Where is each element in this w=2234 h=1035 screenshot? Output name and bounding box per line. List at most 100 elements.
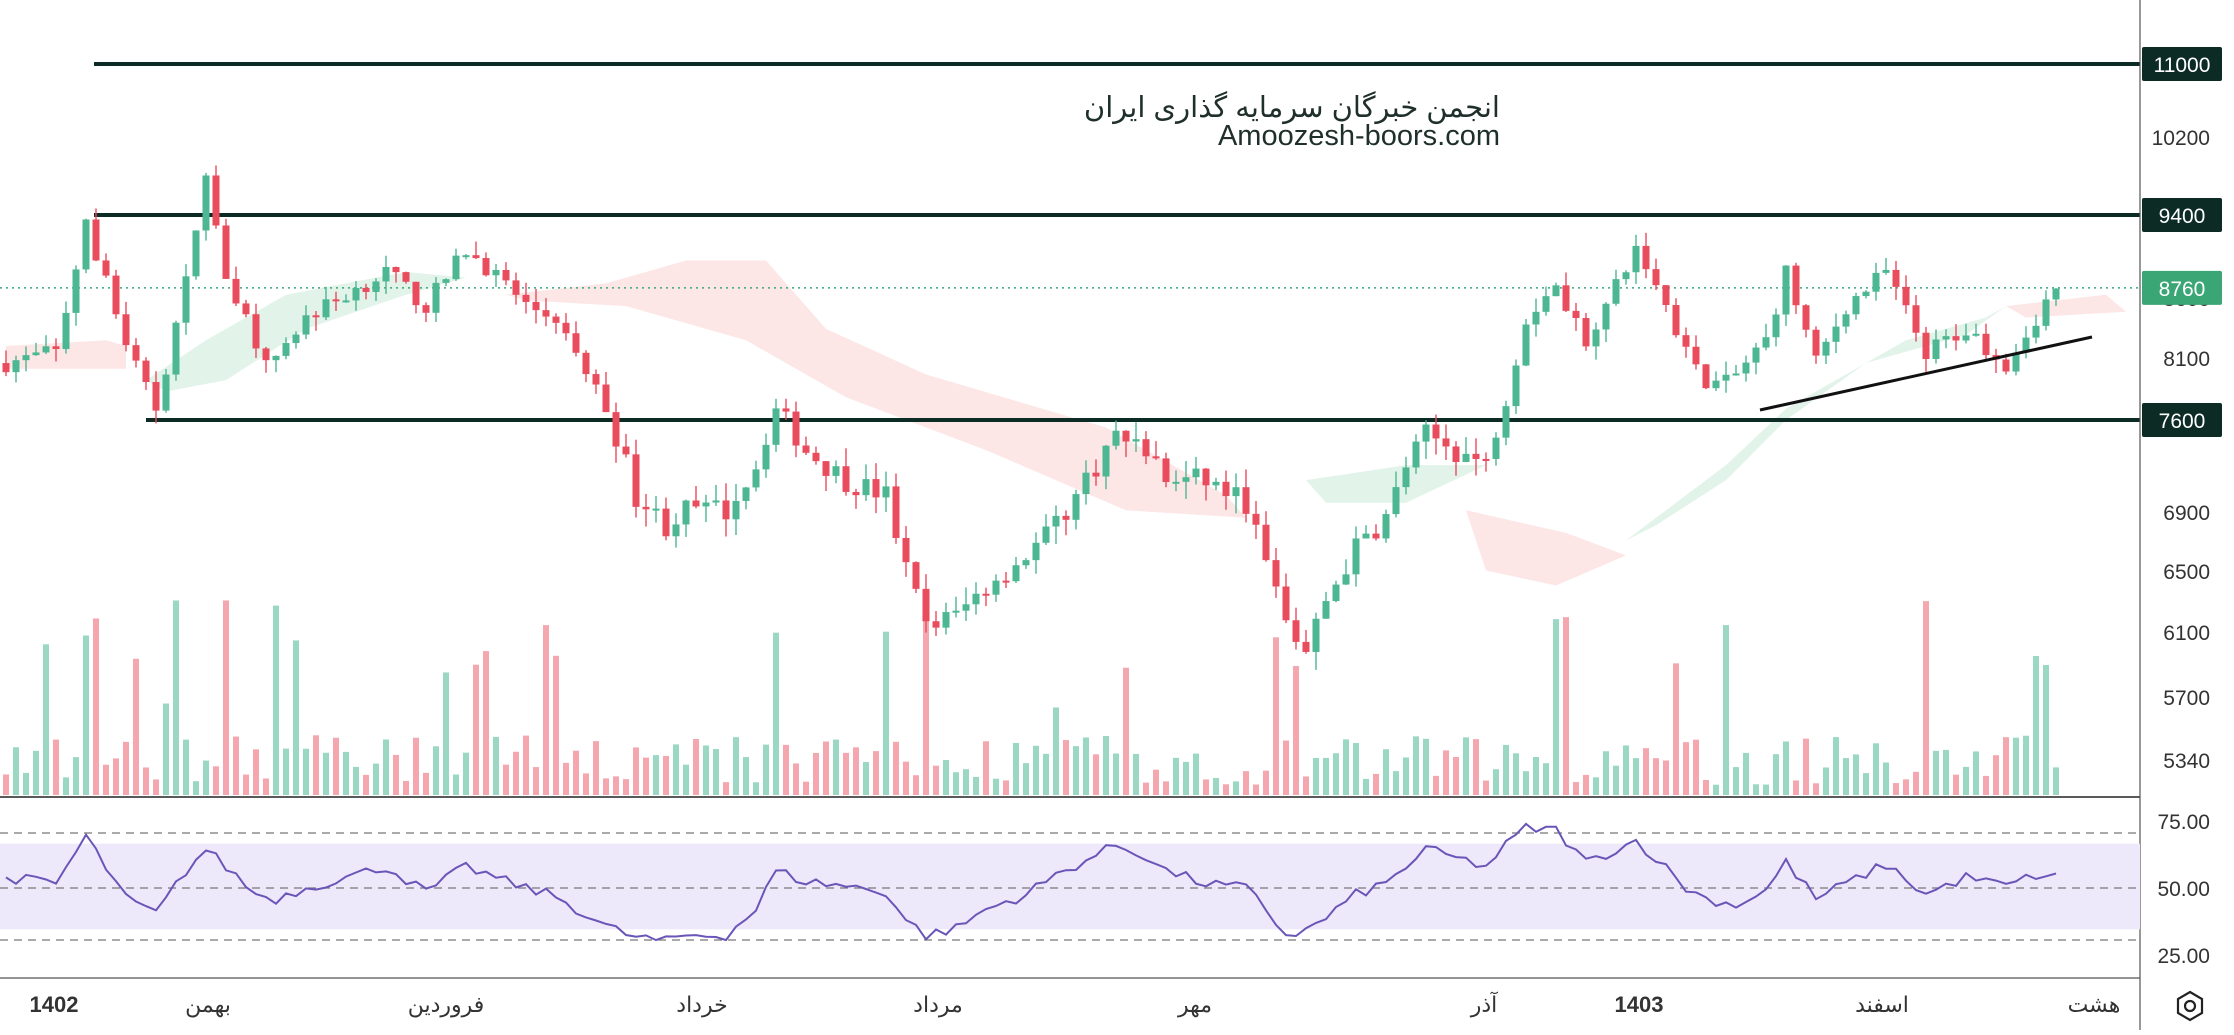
candle (1542, 296, 1550, 312)
candle (1242, 487, 1250, 514)
volume-bar (1503, 744, 1509, 795)
candle (422, 305, 430, 313)
candle (1282, 586, 1290, 621)
volume-bar (1283, 740, 1289, 795)
volume-bar (953, 772, 959, 795)
volume-bar (763, 744, 769, 795)
volume-bar (243, 774, 249, 795)
candle (1222, 481, 1230, 497)
candle (42, 346, 50, 353)
candle (1842, 314, 1850, 327)
volume-bar (1293, 665, 1299, 795)
volume-bar (1693, 739, 1699, 795)
candle (12, 360, 20, 373)
volume-bar (1733, 767, 1739, 795)
candle (812, 452, 820, 462)
candle (652, 508, 660, 511)
settings-icon[interactable] (2170, 986, 2210, 1026)
candle (1052, 515, 1060, 527)
volume-bar (1033, 745, 1039, 795)
volume-bar (1993, 755, 1999, 795)
candle (1682, 335, 1690, 347)
volume-bar (403, 780, 409, 795)
candle (632, 454, 640, 507)
candle (1032, 542, 1040, 561)
candle (242, 303, 250, 315)
candle (22, 355, 30, 361)
volume-bar (463, 752, 469, 795)
candle (1192, 468, 1200, 478)
candle (1152, 456, 1160, 459)
volume-bar (1983, 775, 1989, 795)
candle (622, 446, 630, 455)
volume-bar (1963, 766, 1969, 795)
volume-bar (1223, 784, 1229, 795)
volume-bar (163, 703, 169, 795)
volume-bar (333, 737, 339, 795)
candle (1232, 487, 1240, 497)
candle (262, 348, 270, 361)
candle (1502, 406, 1510, 438)
volume-bar (1423, 738, 1429, 795)
volume-bar (673, 744, 679, 795)
volume-bar (723, 782, 729, 795)
candle (1312, 618, 1320, 652)
volume-bar (993, 778, 999, 795)
candle (602, 384, 610, 413)
rsi-pane: 75.00 50.00 25.00 (0, 811, 2210, 968)
candle (502, 269, 510, 281)
volume-bar (173, 600, 179, 795)
candle (2052, 288, 2060, 300)
candle (572, 333, 580, 353)
candle (1752, 347, 1760, 363)
price-tick-8100: 8100 (2163, 348, 2210, 371)
time-label-2: فروردین (408, 992, 485, 1017)
candle (492, 269, 500, 276)
candle (772, 408, 780, 445)
candle (722, 500, 730, 520)
volume-bar (1243, 771, 1249, 795)
volume-bar (133, 658, 139, 795)
volume-bar (1933, 750, 1939, 795)
candle (822, 461, 830, 476)
volume-bar (193, 781, 199, 795)
candle (1872, 272, 1880, 292)
candle (1982, 333, 1990, 356)
volume-bar (253, 749, 259, 795)
candle (1462, 453, 1470, 462)
candle (562, 322, 570, 334)
candle (1942, 336, 1950, 340)
candle (1002, 580, 1010, 583)
candle (642, 506, 650, 510)
volume-bar (633, 747, 639, 795)
time-label-8: اسفند (1855, 992, 1909, 1017)
ichimoku-cloud (6, 260, 2126, 586)
candle (862, 479, 870, 496)
candle (512, 280, 520, 295)
volume-bar (1583, 774, 1589, 795)
candle (102, 260, 110, 276)
candle (1712, 380, 1720, 389)
volume-bar (1043, 753, 1049, 795)
candle (902, 537, 910, 563)
volume-bar (1913, 771, 1919, 795)
volume-bar (713, 749, 719, 795)
volume-bar (1263, 770, 1269, 795)
cloud-6 (2006, 294, 2126, 318)
volume-bar (413, 737, 419, 795)
candle (1372, 533, 1380, 539)
volume-bar (973, 776, 979, 795)
candle (702, 502, 710, 507)
volume-bar (983, 741, 989, 795)
volume-bar (563, 762, 569, 795)
candle (842, 466, 850, 492)
volume-bar (1553, 619, 1559, 795)
volume-bar (33, 750, 39, 795)
candle (782, 408, 790, 412)
volume-bar (1923, 601, 1929, 795)
volume-bar (363, 774, 369, 795)
volume-bar (1523, 771, 1529, 795)
candle (1142, 439, 1150, 457)
